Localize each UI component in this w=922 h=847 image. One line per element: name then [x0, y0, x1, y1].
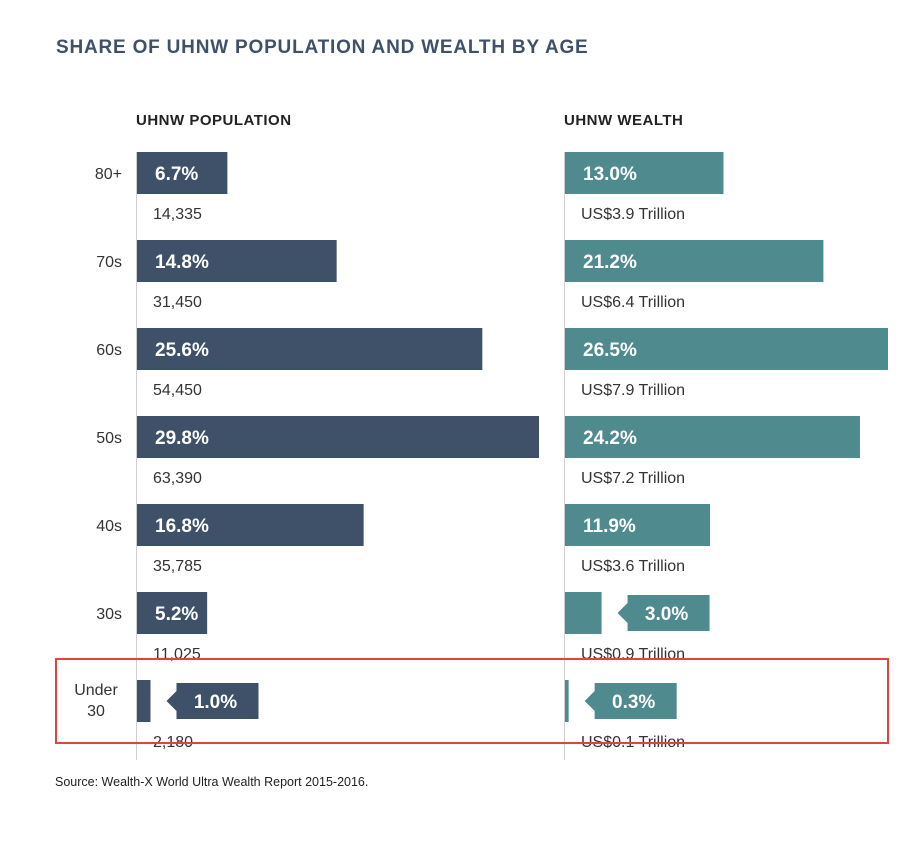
wealth-sublabel-50s: US$7.2 Trillion	[581, 470, 685, 487]
population-bar-50s	[137, 416, 539, 458]
chart-title: SHARE OF UHNW POPULATION AND WEALTH BY A…	[56, 37, 589, 58]
wealth-value-label-70s: 21.2%	[583, 252, 637, 273]
population-bar-70s	[137, 240, 337, 282]
population-bar-40s	[137, 504, 364, 546]
wealth-value-label-under-30: 0.3%	[612, 692, 655, 713]
wealth-sublabel-40s: US$3.6 Trillion	[581, 558, 685, 575]
population-bar-80	[137, 152, 228, 194]
population-sublabel-70s: 31,450	[153, 294, 202, 311]
population-sublabel-50s: 63,390	[153, 470, 202, 487]
wealth-sublabel-30s: US$0.9 Trillion	[581, 646, 685, 663]
population-value-label-30s: 5.2%	[155, 604, 198, 625]
wealth-sublabel-80: US$3.9 Trillion	[581, 206, 685, 223]
population-value-label-80: 6.7%	[155, 164, 198, 185]
wealth-bar-40s	[565, 504, 711, 546]
category-label-60s: 60s	[96, 342, 122, 359]
category-label-30s: 30s	[96, 606, 122, 623]
population-value-label-60s: 25.6%	[155, 340, 209, 361]
population-bar-30s	[137, 592, 208, 634]
population-sublabel-80: 14,335	[153, 206, 202, 223]
category-label-40s: 40s	[96, 518, 122, 535]
wealth-value-callout-30s	[617, 595, 710, 631]
wealth-bar-70s	[565, 240, 824, 282]
population-sublabel-60s: 54,450	[153, 382, 202, 399]
wealth-value-label-60s: 26.5%	[583, 340, 637, 361]
wealth-value-callout-under-30	[584, 683, 677, 719]
category-label-70s: 70s	[96, 254, 122, 271]
wealth-bar-under-30	[565, 680, 569, 722]
population-sublabel-30s: 11,025	[153, 646, 201, 663]
category-label-80: 80+	[95, 166, 122, 183]
population-value-callout-under-30	[166, 683, 259, 719]
wealth-bar-60s	[565, 328, 888, 370]
wealth-value-label-80: 13.0%	[583, 164, 637, 185]
population-panel-title: UHNW POPULATION	[136, 112, 292, 129]
wealth-panel-title: UHNW WEALTH	[564, 112, 683, 129]
population-bar-under-30	[137, 680, 151, 722]
population-bar-60s	[137, 328, 483, 370]
wealth-value-label-30s: 3.0%	[645, 604, 688, 625]
wealth-sublabel-70s: US$6.4 Trillion	[581, 294, 685, 311]
wealth-sublabel-60s: US$7.9 Trillion	[581, 382, 685, 399]
population-value-label-40s: 16.8%	[155, 516, 209, 537]
population-sublabel-40s: 35,785	[153, 558, 202, 575]
wealth-value-label-40s: 11.9%	[583, 516, 636, 537]
wealth-bar-50s	[565, 416, 860, 458]
category-label-under-30: Under 30	[74, 682, 118, 720]
population-value-label-under-30: 1.0%	[194, 692, 237, 713]
source-note: Source: Wealth-X World Ultra Wealth Repo…	[55, 775, 368, 789]
category-label-50s: 50s	[96, 430, 122, 447]
population-value-label-50s: 29.8%	[155, 428, 209, 449]
population-value-label-70s: 14.8%	[155, 252, 209, 273]
wealth-bar-30s	[565, 592, 602, 634]
highlight-box	[55, 658, 889, 744]
wealth-value-label-50s: 24.2%	[583, 428, 637, 449]
wealth-bar-80	[565, 152, 724, 194]
